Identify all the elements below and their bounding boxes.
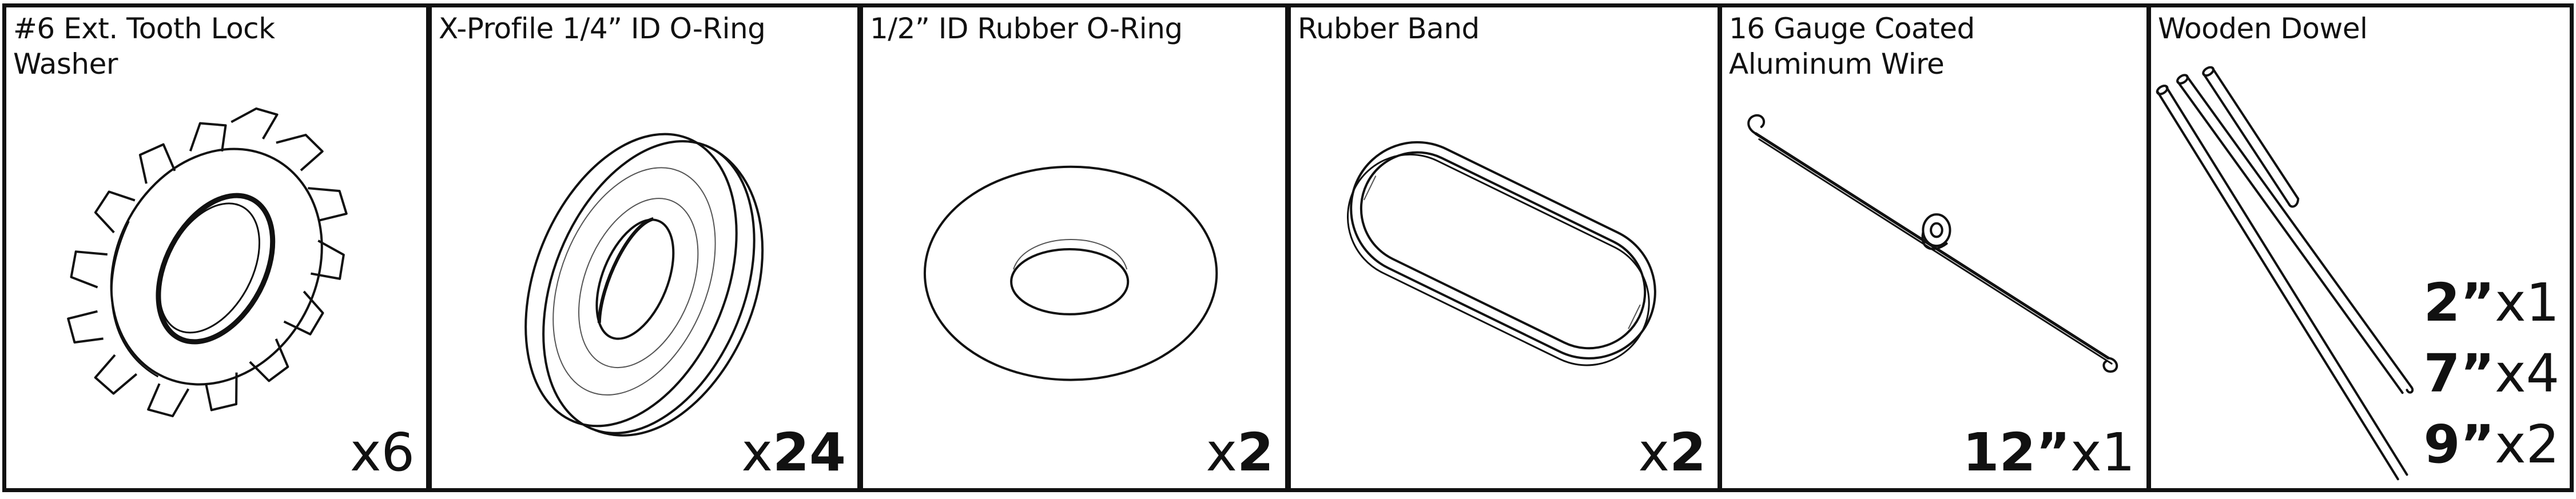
dowel-size-row: 9”x2 [2423,414,2559,475]
x-profile-o-ring-icon [432,7,857,488]
part-panel-wooden-dowel: Wooden Dowel 2”x1 7”x4 9”x2 [2147,3,2574,492]
part-quantity: x2 [1638,422,1706,483]
wooden-dowel-icon [2151,7,2570,488]
rubber-band-icon [1291,7,1718,488]
aluminum-wire-icon [1722,7,2146,488]
part-title: 16 Gauge Coated Aluminum Wire [1729,12,1975,81]
part-quantity: x24 [741,422,846,483]
part-title: #6 Ext. Tooth Lock Washer [13,12,275,81]
part-panel-aluminum-wire: 16 Gauge Coated Aluminum Wire 12”x1 [1718,3,2150,492]
part-quantity: 12”x1 [1962,422,2136,483]
part-quantity: x6 [350,422,415,483]
lock-washer-icon [6,7,426,488]
part-quantity: x2 [1206,422,1274,483]
part-title: Rubber Band [1298,12,1480,45]
part-panel-lock-washer: #6 Ext. Tooth Lock Washer x6 [2,3,430,492]
part-title: X-Profile 1/4” ID O-Ring [439,12,766,45]
part-title: 1/2” ID Rubber O-Ring [870,12,1183,45]
dowel-size-row: 2”x1 [2423,272,2559,333]
rubber-o-ring-icon [863,7,1285,488]
dowel-size-row: 7”x4 [2423,343,2559,404]
part-title: Wooden Dowel [2158,12,2368,45]
part-panel-rubber-band: Rubber Band x2 [1287,3,1722,492]
part-panel-rubber-o-ring: 1/2” ID Rubber O-Ring x2 [859,3,1289,492]
part-panel-x-profile-o-ring: X-Profile 1/4” ID O-Ring x24 [428,3,861,492]
dowel-size-list: 2”x1 7”x4 9”x2 [2424,268,2559,480]
